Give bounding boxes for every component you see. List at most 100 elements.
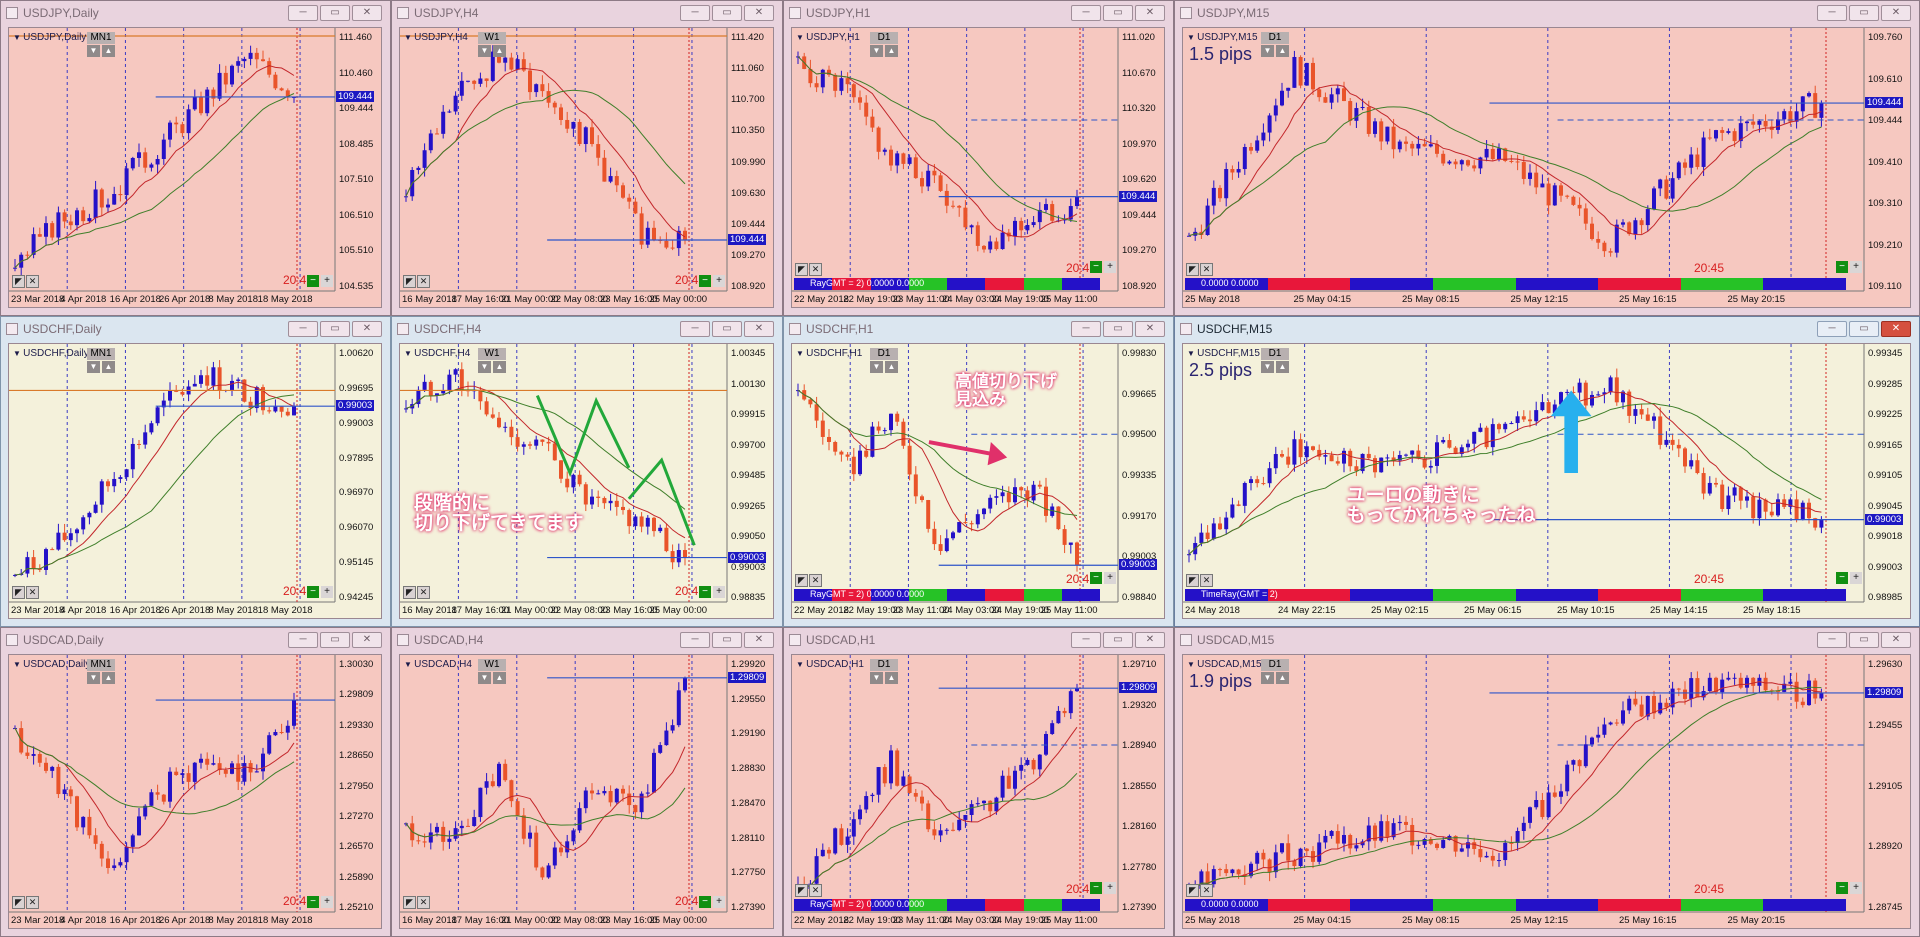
chart-symbol-label[interactable]: USDCAD,H4	[404, 659, 472, 670]
chart-window-usdjpy-h4[interactable]: USDJPY,H4 ─ ▭ ✕ USDJPY,H4 W1▼▲ 111.420 111.060 1…	[391, 0, 783, 316]
restore-button[interactable]: ▭	[320, 632, 350, 648]
close-object-button[interactable]: ✕	[1200, 263, 1213, 276]
chevron-up-icon[interactable]: ▲	[1276, 361, 1289, 373]
chevron-up-icon[interactable]: ▲	[885, 672, 898, 684]
chart-window-usdchf-h1[interactable]: USDCHF,H1 ─ ▭ ✕ USDCHF,H1 D1▼▲ 0.99830 0.99665 0…	[783, 316, 1174, 627]
close-button[interactable]: ✕	[352, 632, 382, 648]
window-titlebar[interactable]: USDJPY,H4 ─ ▭ ✕	[392, 1, 782, 25]
scroll-left-button[interactable]: ◤	[1186, 884, 1199, 897]
chart-window-usdjpy-daily[interactable]: USDJPY,Daily─▭✕USDJPY,DailyMN1▼▲111.4601…	[0, 0, 391, 316]
scroll-left-button[interactable]: ◤	[12, 586, 25, 599]
chart-symbol-label[interactable]: USDCAD,Daily	[13, 659, 90, 670]
chart-symbol-label[interactable]: USDJPY,M15	[1187, 32, 1257, 43]
zoom-out-button[interactable]: −	[307, 586, 319, 598]
restore-button[interactable]: ▭	[1849, 321, 1879, 337]
chart-window-usdcad-daily[interactable]: USDCAD,Daily─▭✕USDCAD,DailyMN1▼▲1.300301…	[0, 627, 391, 937]
zoom-out-button[interactable]: −	[699, 275, 711, 287]
restore-button[interactable]: ▭	[712, 321, 742, 337]
timeframe-badge[interactable]: W1	[478, 32, 506, 44]
window-titlebar[interactable]: USDCHF,H4 ─ ▭ ✕	[392, 317, 782, 341]
zoom-in-button[interactable]: +	[713, 896, 725, 908]
timeframe-arrows[interactable]: ▼ ▲	[478, 45, 506, 57]
timeframe-badge[interactable]: MN1	[87, 32, 115, 44]
chevron-up-icon[interactable]: ▲	[1276, 45, 1289, 57]
timeframe-arrows[interactable]: ▼ ▲	[1261, 45, 1289, 57]
zoom-in-button[interactable]: +	[1850, 882, 1862, 894]
window-titlebar[interactable]: USDCAD,H4 ─ ▭ ✕	[392, 628, 782, 652]
chart-window-usdchf-h4[interactable]: USDCHF,H4 ─ ▭ ✕ USDCHF,H4 W1▼▲ 1.00345 1.00130 0…	[391, 316, 783, 627]
close-object-button[interactable]: ✕	[1200, 574, 1213, 587]
close-object-button[interactable]: ✕	[809, 574, 822, 587]
close-object-button[interactable]: ✕	[1200, 884, 1213, 897]
chart-plot-area[interactable]: USDJPY,DailyMN1▼▲111.460110.460109.44410…	[8, 27, 382, 308]
timeframe-arrows[interactable]: ▼ ▲	[87, 361, 115, 373]
timeframe-arrows[interactable]: ▼ ▲	[1261, 672, 1289, 684]
zoom-out-button[interactable]: −	[1090, 882, 1102, 894]
timeframe-arrows[interactable]: ▼ ▲	[478, 672, 506, 684]
minimize-button[interactable]: ─	[680, 321, 710, 337]
zoom-in-button[interactable]: +	[713, 275, 725, 287]
chart-window-usdjpy-m15[interactable]: USDJPY,M15 ─ ▭ ✕ USDJPY,M15 D1▼▲ 1.5 pips 109.7…	[1174, 0, 1920, 316]
minimize-button[interactable]: ─	[288, 5, 318, 21]
close-object-button[interactable]: ✕	[809, 263, 822, 276]
chart-window-usdcad-h4[interactable]: USDCAD,H4 ─ ▭ ✕ USDCAD,H4 W1▼▲ 1.29920 1.29550 1…	[391, 627, 783, 937]
timeframe-arrows[interactable]: ▼ ▲	[870, 361, 898, 373]
chart-symbol-label[interactable]: USDCHF,M15	[1187, 348, 1260, 359]
timeframe-badge[interactable]: D1	[1261, 659, 1289, 671]
restore-button[interactable]: ▭	[1849, 5, 1879, 21]
close-button[interactable]: ✕	[744, 321, 774, 337]
scroll-left-button[interactable]: ◤	[403, 896, 416, 909]
chevron-up-icon[interactable]: ▲	[493, 45, 506, 57]
close-object-button[interactable]: ✕	[417, 275, 430, 288]
chevron-down-icon[interactable]: ▼	[87, 45, 100, 57]
chevron-down-icon[interactable]: ▼	[87, 361, 100, 373]
timeframe-badge[interactable]: D1	[1261, 348, 1289, 360]
chevron-down-icon[interactable]: ▼	[478, 672, 491, 684]
minimize-button[interactable]: ─	[1817, 5, 1847, 21]
close-object-button[interactable]: ✕	[26, 275, 39, 288]
scroll-left-button[interactable]: ◤	[403, 275, 416, 288]
window-titlebar[interactable]: USDJPY,M15 ─ ▭ ✕	[1175, 1, 1919, 25]
window-titlebar[interactable]: USDJPY,H1 ─ ▭ ✕	[784, 1, 1173, 25]
timeframe-arrows[interactable]: ▼ ▲	[870, 45, 898, 57]
window-titlebar[interactable]: USDCAD,M15 ─ ▭ ✕	[1175, 628, 1919, 652]
chevron-up-icon[interactable]: ▲	[102, 361, 115, 373]
chevron-down-icon[interactable]: ▼	[478, 45, 491, 57]
timeframe-arrows[interactable]: ▼ ▲	[87, 45, 115, 57]
chart-plot-area[interactable]: USDCHF,H4 W1▼▲ 1.00345 1.00130 0.99915 0.9970…	[399, 343, 774, 619]
window-titlebar[interactable]: USDCAD,H1 ─ ▭ ✕	[784, 628, 1173, 652]
zoom-in-button[interactable]: +	[321, 586, 333, 598]
chevron-up-icon[interactable]: ▲	[885, 45, 898, 57]
close-button[interactable]: ✕	[1135, 5, 1165, 21]
window-titlebar[interactable]: USDCHF,Daily ─ ▭ ✕	[1, 317, 390, 341]
scroll-left-button[interactable]: ◤	[1186, 574, 1199, 587]
zoom-in-button[interactable]: +	[1104, 882, 1116, 894]
close-button[interactable]: ✕	[1881, 632, 1911, 648]
restore-button[interactable]: ▭	[1103, 5, 1133, 21]
timeframe-badge[interactable]: D1	[870, 32, 898, 44]
zoom-in-button[interactable]: +	[1850, 261, 1862, 273]
chart-plot-area[interactable]: USDCAD,H1 D1▼▲ 1.29710 1.29320 1.28940 1.2855…	[791, 654, 1165, 929]
chart-plot-area[interactable]: USDJPY,H4 W1▼▲ 111.420 111.060 110.700 110.35…	[399, 27, 774, 308]
chart-window-usdcad-h1[interactable]: USDCAD,H1 ─ ▭ ✕ USDCAD,H1 D1▼▲ 1.29710 1.29320 1…	[783, 627, 1174, 937]
timeframe-arrows[interactable]: ▼ ▲	[870, 672, 898, 684]
minimize-button[interactable]: ─	[1071, 321, 1101, 337]
chart-plot-area[interactable]: USDCHF,H1 D1▼▲ 0.99830 0.99665 0.99500 0.9933…	[791, 343, 1165, 619]
close-button[interactable]: ✕	[744, 632, 774, 648]
minimize-button[interactable]: ─	[1817, 321, 1847, 337]
chevron-down-icon[interactable]: ▼	[1261, 361, 1274, 373]
zoom-out-button[interactable]: −	[1836, 261, 1848, 273]
minimize-button[interactable]: ─	[1071, 5, 1101, 21]
chevron-up-icon[interactable]: ▲	[1276, 672, 1289, 684]
window-titlebar[interactable]: USDCHF,H1 ─ ▭ ✕	[784, 317, 1173, 341]
chevron-down-icon[interactable]: ▼	[870, 361, 883, 373]
timeframe-badge[interactable]: D1	[1261, 32, 1289, 44]
zoom-out-button[interactable]: −	[307, 275, 319, 287]
chevron-up-icon[interactable]: ▲	[102, 672, 115, 684]
